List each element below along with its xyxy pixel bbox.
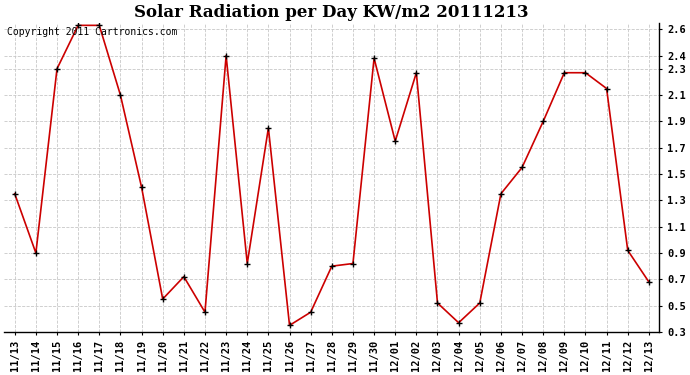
Title: Solar Radiation per Day KW/m2 20111213: Solar Radiation per Day KW/m2 20111213 [135, 4, 529, 21]
Text: Copyright 2011 Cartronics.com: Copyright 2011 Cartronics.com [8, 27, 178, 38]
